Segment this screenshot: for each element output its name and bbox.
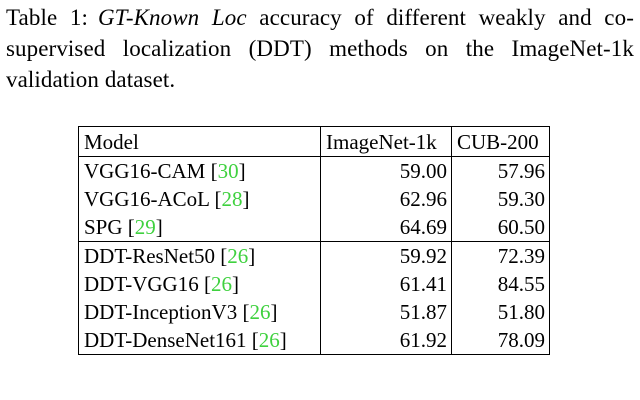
caption-emphasis: GT-Known Loc xyxy=(97,5,247,30)
header-cub: CUB-200 xyxy=(451,126,550,157)
model-name: DDT-VGG16 xyxy=(84,272,199,296)
table-row: DDT-DenseNet161 [26] 61.92 78.09 xyxy=(78,326,550,355)
citation-link[interactable]: 28 xyxy=(221,187,243,211)
imagenet-value: 51.87 xyxy=(320,298,452,326)
model-cell: DDT-InceptionV3 [26] xyxy=(78,298,321,326)
citation-link[interactable]: 29 xyxy=(134,215,156,239)
citation-link[interactable]: 26 xyxy=(227,244,249,268)
model-cell: VGG16-ACoL [28] xyxy=(78,185,321,213)
model-cell: DDT-ResNet50 [26] xyxy=(78,241,321,270)
cub-value: 57.96 xyxy=(497,159,545,183)
imagenet-value: 59.92 xyxy=(320,241,452,270)
imagenet-value: 61.92 xyxy=(320,326,452,355)
cub-value: 84.55 xyxy=(497,272,545,296)
citation-link[interactable]: 26 xyxy=(210,272,232,296)
table-header-row: Model ImageNet-1k CUB-200 xyxy=(78,126,550,157)
table-row: SPG [29] 64.69 60.50 xyxy=(78,213,550,242)
model-cell: VGG16-CAM [30] xyxy=(78,156,321,185)
model-cell: DDT-DenseNet161 [26] xyxy=(78,326,321,355)
citation-link[interactable]: 30 xyxy=(217,159,239,183)
model-name: VGG16-ACoL xyxy=(84,187,210,211)
imagenet-value: 61.41 xyxy=(320,270,452,298)
model-name: VGG16-CAM xyxy=(84,159,206,183)
model-name: SPG xyxy=(84,215,123,239)
imagenet-value: 59.00 xyxy=(320,156,452,185)
results-table: Model ImageNet-1k CUB-200 VGG16-CAM [30]… xyxy=(78,126,550,355)
model-name: DDT-ResNet50 xyxy=(84,244,216,268)
cub-value: 60.50 xyxy=(451,213,550,242)
caption-text: accuracy of different weakly and co-supe… xyxy=(6,5,634,92)
model-name: DDT-InceptionV3 xyxy=(84,300,238,324)
imagenet-value: 62.96 xyxy=(320,185,452,213)
table-row: DDT-ResNet50 [26] 59.92 72.39 xyxy=(78,241,550,270)
table-row: VGG16-CAM [30] 59.00 57.96 xyxy=(78,156,550,185)
cub-value: 59.30 xyxy=(497,187,545,211)
table-row: DDT-VGG16 [26] 61.41 84.55 xyxy=(78,270,550,298)
table-row: VGG16-ACoL [28] 62.96 59.30 xyxy=(78,185,550,213)
citation-link[interactable]: 26 xyxy=(258,328,280,352)
model-cell: SPG [29] xyxy=(78,213,321,242)
table-row: DDT-InceptionV3 [26] 51.87 51.80 xyxy=(78,298,550,326)
imagenet-value: 64.69 xyxy=(320,213,452,242)
caption-label: Table 1: xyxy=(6,5,88,30)
cub-value: 72.39 xyxy=(497,244,545,268)
cub-value: 78.09 xyxy=(497,328,545,352)
citation-link[interactable]: 26 xyxy=(249,300,271,324)
header-model: Model xyxy=(78,126,321,157)
table-caption: Table 1: GT-Known Loc accuracy of differe… xyxy=(6,2,634,95)
model-name: DDT-DenseNet161 xyxy=(84,328,247,352)
header-imagenet: ImageNet-1k xyxy=(320,126,452,157)
cub-value: 51.80 xyxy=(497,300,545,324)
model-cell: DDT-VGG16 [26] xyxy=(78,270,321,298)
